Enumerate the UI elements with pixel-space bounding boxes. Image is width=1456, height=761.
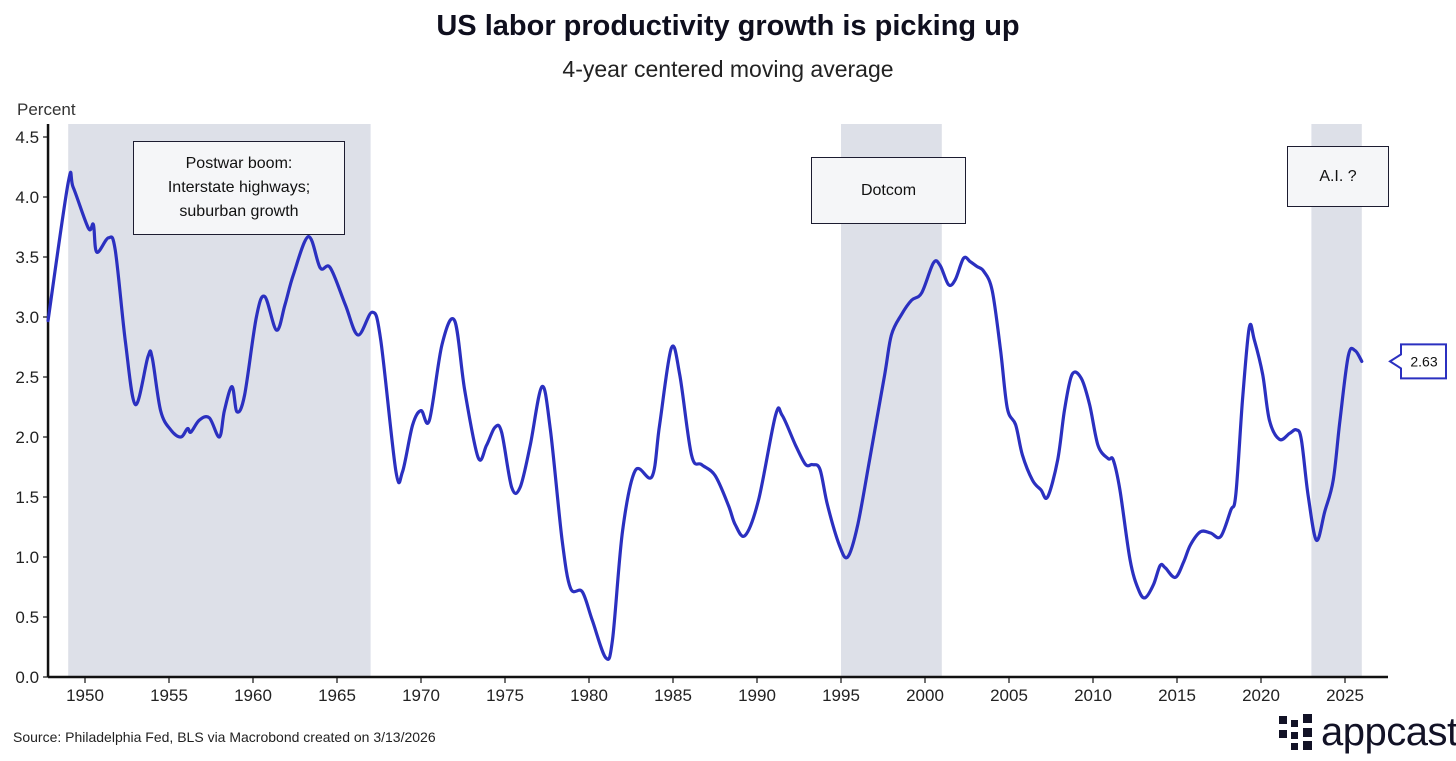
x-tick-label: 2015	[1158, 686, 1196, 705]
x-tick-label: 1995	[822, 686, 860, 705]
x-tick-label: 1950	[66, 686, 104, 705]
y-tick-label: 0.0	[15, 668, 39, 687]
x-tick-label: 1980	[570, 686, 608, 705]
y-tick-label: 4.5	[15, 128, 39, 147]
x-tick-label: 1970	[402, 686, 440, 705]
appcast-logo-text: appcast	[1321, 710, 1456, 754]
x-tick-label: 1985	[654, 686, 692, 705]
x-tick-label: 1975	[486, 686, 524, 705]
y-tick-label: 4.0	[15, 188, 39, 207]
y-tick-label: 2.5	[15, 368, 39, 387]
y-tick-label: 1.5	[15, 488, 39, 507]
x-tick-label: 1960	[234, 686, 272, 705]
y-tick-label: 2.0	[15, 428, 39, 447]
source-note: Source: Philadelphia Fed, BLS via Macrob…	[13, 729, 436, 745]
y-tick-label: 3.5	[15, 248, 39, 267]
y-tick-label: 1.0	[15, 548, 39, 567]
x-tick-label: 1990	[738, 686, 776, 705]
y-axis-label: Percent	[17, 100, 76, 119]
productivity-line	[46, 170, 1364, 661]
x-tick-label: 1955	[150, 686, 188, 705]
x-tick-label: 2010	[1074, 686, 1112, 705]
annotation-postwar-boom: Postwar boom: Interstate highways; subur…	[133, 141, 345, 235]
x-tick-label: 2020	[1242, 686, 1280, 705]
last-value-label: 2.63	[1410, 353, 1437, 369]
chart-subtitle: 4-year centered moving average	[562, 56, 894, 82]
x-tick-label: 2000	[906, 686, 944, 705]
shaded-period-2	[1311, 124, 1362, 677]
x-tick-label: 2005	[990, 686, 1028, 705]
x-tick-label: 2025	[1326, 686, 1364, 705]
last-value-callout	[1388, 343, 1447, 380]
appcast-dots-icon	[1279, 714, 1312, 750]
x-tick-label: 1965	[318, 686, 356, 705]
y-tick-label: 3.0	[15, 308, 39, 327]
y-tick-label: 0.5	[15, 608, 39, 627]
annotation-dotcom: Dotcom	[811, 157, 966, 224]
chart-title: US labor productivity growth is picking …	[436, 10, 1020, 42]
appcast-logo: appcast	[1279, 712, 1456, 752]
annotation-ai: A.I. ?	[1287, 146, 1389, 207]
